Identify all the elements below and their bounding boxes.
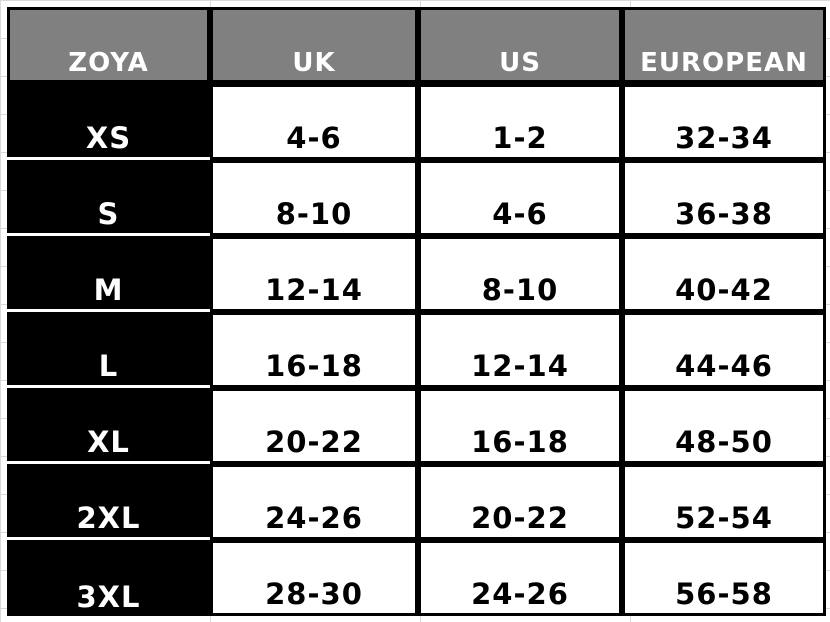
size-label-cell[interactable]: XS (7, 84, 210, 160)
size-value-cell-us[interactable]: 4-6 (418, 160, 622, 236)
size-value-cell-european[interactable]: 44-46 (622, 312, 826, 388)
size-value-cell-uk[interactable]: 12-14 (210, 236, 418, 312)
size-chart-table: ZOYA UK US EUROPEAN XS 4-6 1-2 32-34 S 8-10 4-6 36-… (7, 7, 826, 616)
size-label-cell[interactable]: XL (7, 388, 210, 464)
size-value-cell-uk[interactable]: 20-22 (210, 388, 418, 464)
size-value-cell-us[interactable]: 20-22 (418, 464, 622, 540)
header-cell-european[interactable]: EUROPEAN (622, 7, 826, 84)
size-value-cell-us[interactable]: 1-2 (418, 84, 622, 160)
size-value-cell-uk[interactable]: 16-18 (210, 312, 418, 388)
size-value-cell-uk[interactable]: 4-6 (210, 84, 418, 160)
size-value-cell-european[interactable]: 56-58 (622, 540, 826, 616)
size-label-cell[interactable]: S (7, 160, 210, 236)
header-cell-uk[interactable]: UK (210, 7, 418, 84)
size-value-cell-uk[interactable]: 24-26 (210, 464, 418, 540)
header-cell-zoya[interactable]: ZOYA (7, 7, 210, 84)
size-label-cell[interactable]: M (7, 236, 210, 312)
size-value-cell-uk[interactable]: 28-30 (210, 540, 418, 616)
size-value-cell-us[interactable]: 8-10 (418, 236, 622, 312)
size-value-cell-european[interactable]: 52-54 (622, 464, 826, 540)
size-label-cell[interactable]: 2XL (7, 464, 210, 540)
header-cell-us[interactable]: US (418, 7, 622, 84)
size-value-cell-european[interactable]: 32-34 (622, 84, 826, 160)
size-value-cell-european[interactable]: 40-42 (622, 236, 826, 312)
size-value-cell-us[interactable]: 16-18 (418, 388, 622, 464)
size-value-cell-us[interactable]: 12-14 (418, 312, 622, 388)
size-value-cell-european[interactable]: 48-50 (622, 388, 826, 464)
size-value-cell-uk[interactable]: 8-10 (210, 160, 418, 236)
size-label-cell[interactable]: L (7, 312, 210, 388)
size-label-cell[interactable]: 3XL (7, 540, 210, 616)
size-value-cell-us[interactable]: 24-26 (418, 540, 622, 616)
size-value-cell-european[interactable]: 36-38 (622, 160, 826, 236)
